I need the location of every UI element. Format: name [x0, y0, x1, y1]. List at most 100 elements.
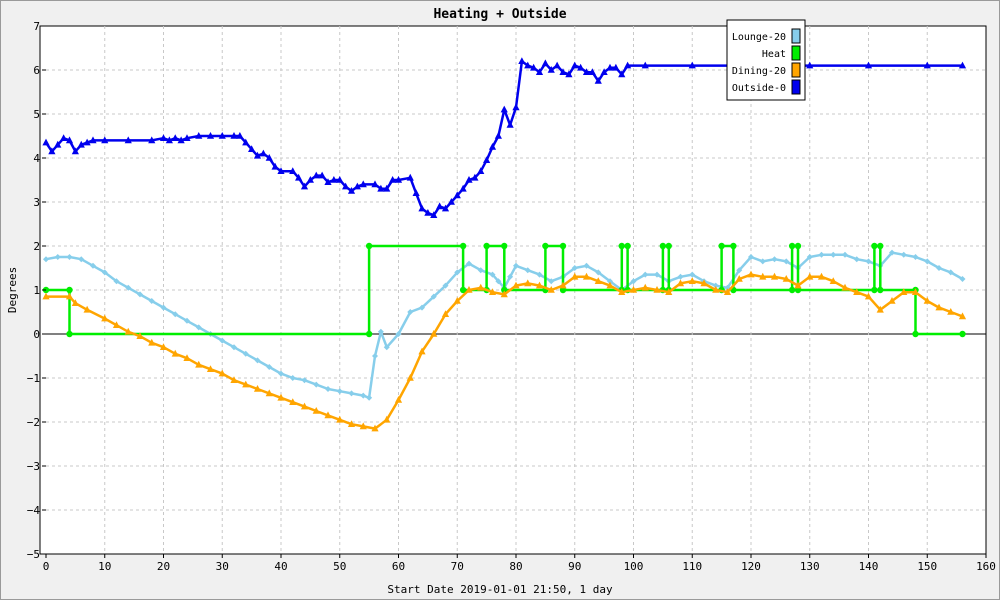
y-tick-label: 1	[33, 284, 40, 297]
data-point	[230, 376, 238, 383]
data-point	[559, 242, 567, 250]
data-point	[430, 211, 438, 218]
x-tick-label: 10	[98, 560, 111, 573]
x-tick-label: 110	[682, 560, 702, 573]
series-layer	[42, 57, 967, 432]
data-point	[871, 242, 878, 250]
data-point	[936, 265, 942, 271]
data-point	[876, 305, 884, 313]
data-point	[842, 251, 848, 258]
data-point	[219, 337, 226, 344]
x-tick-label: 0	[43, 560, 50, 573]
data-point	[565, 70, 573, 78]
data-point	[336, 415, 344, 423]
data-point	[788, 242, 796, 250]
data-point	[230, 132, 238, 139]
data-point	[524, 279, 532, 287]
data-point	[89, 136, 97, 144]
data-point	[259, 149, 267, 157]
data-point	[794, 281, 802, 289]
data-point	[195, 360, 203, 368]
data-point	[90, 262, 96, 269]
data-point	[513, 262, 519, 269]
data-point	[759, 272, 767, 280]
data-point	[43, 256, 49, 263]
data-point	[923, 297, 931, 304]
data-point	[148, 298, 155, 304]
data-point	[935, 303, 943, 311]
data-point	[71, 299, 79, 306]
data-point	[600, 68, 608, 75]
data-point	[66, 286, 73, 294]
data-point	[507, 273, 514, 280]
data-point	[794, 242, 802, 250]
x-axis-label: Start Date 2019-01-01 21:50, 1 day	[387, 583, 613, 596]
data-point	[606, 63, 614, 71]
data-point	[430, 330, 438, 337]
data-point	[771, 256, 778, 263]
data-point	[465, 286, 473, 293]
data-point	[912, 330, 919, 338]
data-point	[266, 364, 273, 370]
data-point	[424, 209, 432, 216]
data-point	[512, 281, 520, 289]
data-point	[806, 254, 813, 260]
data-point	[594, 277, 602, 284]
data-point	[265, 154, 273, 161]
series-dining-20	[42, 270, 967, 432]
data-point	[78, 256, 85, 263]
data-point	[518, 57, 526, 64]
y-axis-label: Degrees	[6, 267, 19, 313]
data-point	[418, 204, 426, 212]
data-point	[582, 272, 591, 280]
y-tick-label: 5	[33, 108, 40, 121]
data-point	[66, 254, 73, 260]
data-point	[371, 424, 379, 432]
y-tick-label: −3	[27, 460, 40, 473]
data-point	[253, 151, 262, 159]
data-point	[559, 68, 567, 75]
data-point	[353, 182, 361, 190]
data-point	[377, 328, 384, 335]
data-point	[495, 278, 502, 285]
data-point	[54, 254, 61, 260]
data-point	[289, 167, 297, 174]
data-point	[689, 271, 696, 278]
x-tick-label: 20	[157, 560, 170, 573]
data-point	[477, 167, 485, 174]
data-point	[436, 202, 444, 210]
data-point	[242, 350, 249, 357]
data-point	[629, 286, 638, 293]
data-point	[583, 262, 590, 269]
data-point	[653, 286, 661, 293]
y-tick-label: −2	[27, 416, 40, 429]
data-point	[383, 415, 391, 423]
data-point	[501, 242, 508, 250]
data-point	[535, 281, 544, 289]
data-point	[441, 310, 450, 317]
data-point	[253, 385, 262, 392]
data-point	[277, 167, 285, 174]
data-point	[159, 343, 168, 350]
data-point	[54, 140, 62, 148]
data-point	[947, 269, 954, 276]
data-point	[312, 171, 320, 179]
data-point	[236, 132, 244, 139]
data-point	[148, 136, 156, 144]
data-point	[542, 242, 549, 250]
legend-swatch-dining-20	[791, 62, 801, 78]
data-point	[453, 191, 461, 199]
data-point	[347, 420, 356, 427]
data-point	[278, 370, 284, 377]
data-point	[700, 279, 708, 287]
data-point	[359, 180, 367, 188]
data-point	[559, 281, 567, 289]
data-point	[718, 242, 725, 250]
y-tick-label: −4	[27, 504, 41, 517]
x-tick-label: 100	[624, 560, 644, 573]
data-point	[342, 182, 350, 190]
data-point	[324, 178, 332, 185]
data-point	[501, 286, 508, 294]
